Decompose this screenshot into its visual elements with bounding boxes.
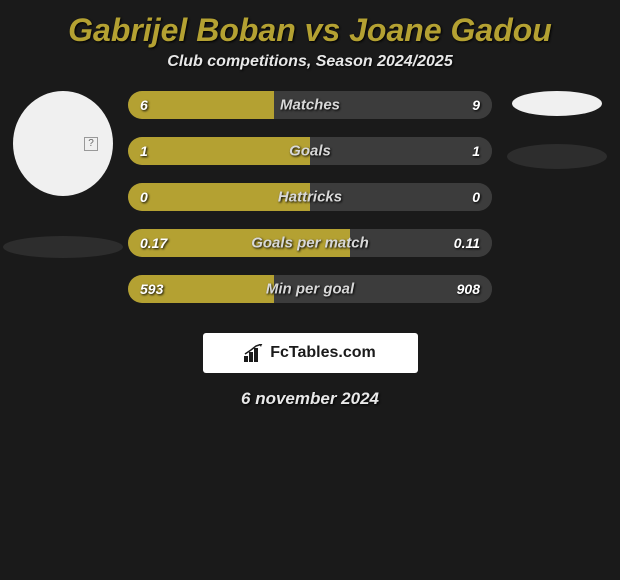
player-left-avatar: ? (13, 91, 113, 196)
page-title: Gabrijel Boban vs Joane Gadou (0, 0, 620, 53)
stat-label: Matches (280, 97, 340, 114)
stat-label: Goals per match (251, 235, 369, 252)
stat-row: 0 Hattricks 0 (128, 183, 492, 211)
stat-value-left: 0.17 (140, 235, 167, 251)
date-text: 6 november 2024 (0, 389, 620, 409)
brand-badge: FcTables.com (203, 333, 418, 373)
player-right-side (502, 91, 612, 321)
stat-value-left: 6 (140, 97, 148, 113)
player-right-avatar (512, 91, 602, 116)
stat-row: 593 Min per goal 908 (128, 275, 492, 303)
bar-left-fill (128, 137, 310, 165)
comparison-content: ? 6 Matches 9 1 Goals 1 0 Hattricks 0 0.17 Goals p… (0, 91, 620, 321)
stat-label: Goals (289, 143, 331, 160)
subtitle: Club competitions, Season 2024/2025 (0, 53, 620, 71)
brand-text: FcTables.com (270, 344, 376, 362)
stat-value-right: 0.11 (454, 235, 480, 251)
stats-bars: 6 Matches 9 1 Goals 1 0 Hattricks 0 0.17 Goals per… (118, 91, 502, 321)
stat-value-right: 0 (472, 189, 480, 205)
bar-right-fill (310, 137, 492, 165)
stat-label: Hattricks (278, 189, 342, 206)
stat-value-right: 908 (457, 281, 480, 297)
avatar-shadow (507, 144, 607, 169)
stat-row: 1 Goals 1 (128, 137, 492, 165)
chart-icon (244, 344, 264, 362)
bar-left-fill (128, 91, 274, 119)
stat-value-left: 593 (140, 281, 163, 297)
stat-value-right: 1 (472, 143, 480, 159)
stat-value-left: 0 (140, 189, 148, 205)
stat-row: 0.17 Goals per match 0.11 (128, 229, 492, 257)
stat-value-right: 9 (472, 97, 480, 113)
stat-row: 6 Matches 9 (128, 91, 492, 119)
placeholder-icon: ? (84, 137, 98, 151)
player-left-side: ? (8, 91, 118, 321)
avatar-shadow (3, 236, 123, 258)
stat-value-left: 1 (140, 143, 148, 159)
stat-label: Min per goal (266, 281, 354, 298)
